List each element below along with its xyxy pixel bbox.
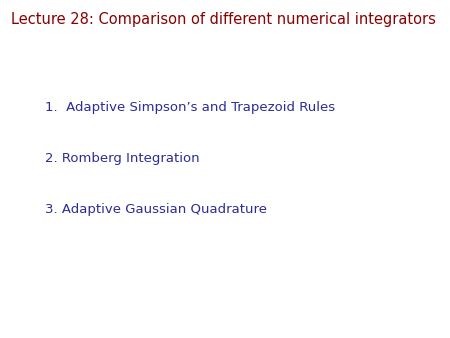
Text: 2. Romberg Integration: 2. Romberg Integration: [45, 152, 200, 165]
Text: Lecture 28: Comparison of different numerical integrators: Lecture 28: Comparison of different nume…: [11, 12, 436, 27]
Text: 3. Adaptive Gaussian Quadrature: 3. Adaptive Gaussian Quadrature: [45, 203, 267, 216]
Text: 1.  Adaptive Simpson’s and Trapezoid Rules: 1. Adaptive Simpson’s and Trapezoid Rule…: [45, 101, 335, 114]
